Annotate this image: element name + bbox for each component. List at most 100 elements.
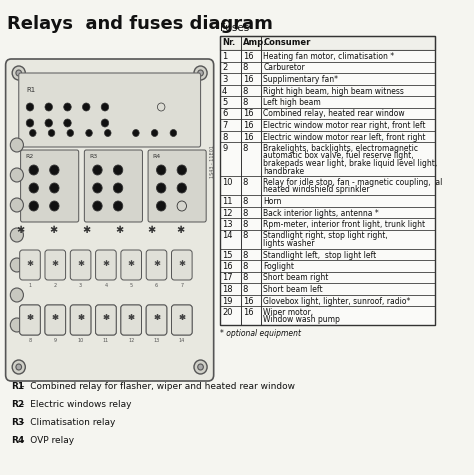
Text: 9: 9 [222,144,228,153]
FancyBboxPatch shape [96,250,116,280]
Circle shape [10,288,23,302]
Text: Electric window motor rear left, front right: Electric window motor rear left, front r… [264,133,426,142]
Text: –  Climatisation relay: – Climatisation relay [20,418,115,427]
Text: ✱: ✱ [52,314,59,323]
Text: 8: 8 [243,250,248,259]
Text: Foglight: Foglight [264,262,294,271]
Text: ✱: ✱ [153,314,160,323]
Text: 16: 16 [243,296,253,305]
Text: 2: 2 [54,283,57,288]
Circle shape [10,198,23,212]
Text: 7: 7 [222,121,228,130]
Circle shape [50,183,59,193]
Text: 1: 1 [222,52,228,61]
FancyBboxPatch shape [172,250,192,280]
Bar [220,195,435,207]
Text: 8: 8 [222,133,228,142]
Text: 8: 8 [243,285,248,294]
Text: 4: 4 [222,86,228,95]
Text: ✱: ✱ [102,314,109,323]
FancyBboxPatch shape [45,305,65,335]
Circle shape [48,130,55,136]
Bar [220,61,435,73]
Bar [220,294,435,306]
Circle shape [177,183,186,193]
Bar [220,119,435,131]
Text: 11: 11 [222,197,233,206]
Text: Amp.: Amp. [243,38,267,47]
Text: 8: 8 [243,262,248,271]
Circle shape [157,103,165,111]
Text: 8: 8 [243,197,248,206]
Circle shape [156,183,166,193]
FancyBboxPatch shape [96,305,116,335]
Text: lights washer: lights washer [264,239,315,248]
Text: 2: 2 [222,64,228,73]
Text: ✱: ✱ [148,225,156,235]
Bar [220,142,435,176]
Circle shape [29,130,36,136]
Text: 3: 3 [222,75,228,84]
Circle shape [16,70,21,76]
FancyBboxPatch shape [121,305,142,335]
Text: Short beam left: Short beam left [264,285,323,294]
Text: R4: R4 [153,154,161,159]
Circle shape [151,130,158,136]
Circle shape [177,201,186,211]
Text: 6: 6 [222,110,228,118]
Bar [220,176,435,195]
Circle shape [26,103,34,111]
Text: –  Electric windows relay: – Electric windows relay [20,400,131,409]
Bar [220,260,435,272]
Text: ✱: ✱ [178,314,185,323]
Text: 12: 12 [222,209,233,218]
Bar [220,73,435,85]
Text: 8: 8 [28,338,32,343]
Bar [220,248,435,260]
Bar [220,85,435,96]
Text: heated windshield sprinkler: heated windshield sprinkler [264,186,370,194]
Circle shape [64,103,71,111]
FancyBboxPatch shape [146,305,167,335]
Text: 1S43 - 11E01: 1S43 - 11E01 [210,145,215,178]
Text: 13: 13 [222,220,233,229]
Circle shape [26,119,34,127]
Text: R3: R3 [11,418,24,427]
Text: automatic box valve, fuel reserve light,: automatic box valve, fuel reserve light, [264,152,414,161]
FancyBboxPatch shape [70,250,91,280]
Text: Heating fan motor, climatisation *: Heating fan motor, climatisation * [264,52,394,61]
Text: Standlight right, stop light right,: Standlight right, stop light right, [264,231,388,240]
Text: ✱: ✱ [115,225,123,235]
Text: ✱: ✱ [77,314,84,323]
Text: R4: R4 [11,436,25,445]
Text: 8: 8 [243,274,248,283]
Text: 16: 16 [243,308,253,317]
Bar [220,36,435,50]
Text: –  Combined relay for flasher, wiper and heated rear window: – Combined relay for flasher, wiper and … [20,382,295,391]
Text: Window wash pump: Window wash pump [264,315,340,324]
Circle shape [45,103,53,111]
Circle shape [10,138,23,152]
Circle shape [133,130,139,136]
FancyBboxPatch shape [148,150,206,222]
Circle shape [113,165,123,175]
Bar [220,218,435,229]
Text: 3: 3 [79,283,82,288]
Text: Relay for idle stop, fan - magnetic coupling,  al: Relay for idle stop, fan - magnetic coup… [264,178,443,187]
Bar [220,50,435,61]
Circle shape [29,201,38,211]
Text: 10: 10 [222,178,233,187]
Text: 16: 16 [222,262,233,271]
Text: 1: 1 [28,283,32,288]
Text: Fuses: Fuses [220,23,249,33]
Text: 8: 8 [243,144,248,153]
FancyBboxPatch shape [146,305,167,335]
Text: ✱: ✱ [27,258,34,267]
Text: Standlight left,  stop light left: Standlight left, stop light left [264,250,376,259]
Text: ✱: ✱ [128,314,135,323]
Circle shape [12,66,25,80]
Circle shape [113,183,123,193]
Text: Nr.: Nr. [222,38,236,47]
Text: 5: 5 [222,98,228,107]
Circle shape [10,228,23,242]
